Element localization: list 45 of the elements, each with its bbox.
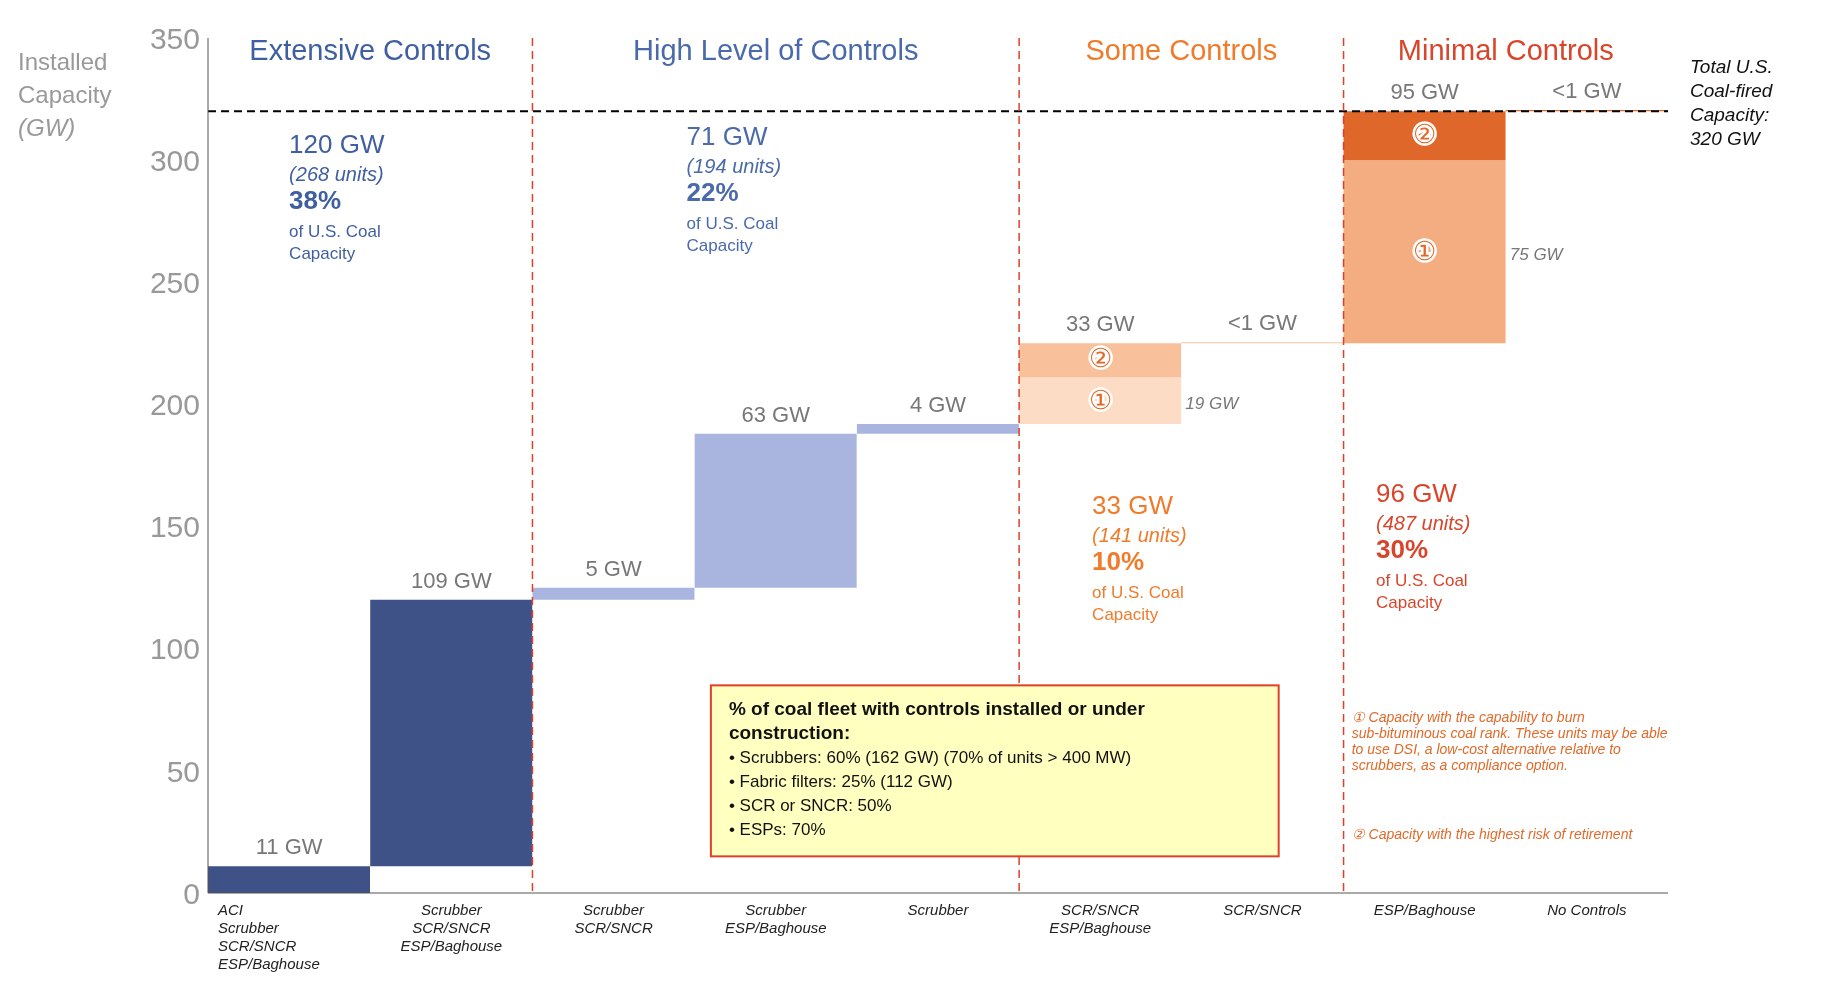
annotation: 19 GW	[1185, 393, 1241, 413]
annotation: 71 GW (194 units) 22% of U.S. Coal Capacity	[686, 121, 782, 256]
x-tick-label: Scrubber SCR/SNCR	[574, 901, 653, 936]
total-label: 11 GW	[255, 834, 323, 860]
x-tick-label: Scrubber SCR/SNCR ESP/Baghouse	[400, 901, 503, 954]
ref-line-label: Total U.S. Coal-fired Capacity: 320 GW	[1690, 56, 1774, 150]
annotation: 75 GW	[1509, 244, 1565, 264]
annotation: 96 GW (487 units) 30% of U.S. Coal Capacity	[1376, 478, 1471, 613]
annotation: ①	[1088, 384, 1112, 415]
y-tick-label: 0	[183, 876, 200, 910]
total-label: 95 GW	[1390, 79, 1460, 105]
total-label: 33 GW	[1065, 311, 1135, 337]
annotation: % of coal fleet with controls installed or under construction: • Scrubbers: 60% (162 GW) (70% of units > 400 MW) • Fabric filters: 25% (112 GW) • SCR or SNCR: 50% • ESPs: 70%	[728, 698, 1146, 840]
total-label: 5 GW	[585, 555, 642, 581]
y-tick-label: 350	[149, 21, 200, 55]
y-tick-label: 300	[149, 143, 200, 177]
total-label: 63 GW	[741, 401, 811, 427]
annotation: 120 GW (268 units) 38% of U.S. Coal Capacity	[289, 128, 385, 263]
annotation: 33 GW (141 units) 10% of U.S. Coal Capacity	[1092, 490, 1187, 625]
annotation: ②	[1413, 118, 1437, 149]
y-tick-label: 150	[149, 510, 200, 544]
annotation: ①	[1413, 235, 1437, 266]
annotation: High Level of Controls	[633, 34, 919, 66]
total-label: <1 GW	[1227, 310, 1298, 336]
annotation: Minimal Controls	[1397, 34, 1614, 66]
x-tick-label: ESP/Baghouse	[1373, 901, 1476, 918]
annotation: Some Controls	[1085, 34, 1278, 66]
annotation: ② Capacity with the highest risk of retirement	[1351, 826, 1634, 843]
x-tick-label: SCR/SNCR ESP/Baghouse	[1049, 901, 1152, 936]
x-tick-label: Scrubber ESP/Baghouse	[724, 901, 827, 936]
annotation: ① Capacity with the capability to burn sub-bituminous coal rank. These units may be able to use DSI, a low-cost alternative relative to scrubbers, as a compliance option.	[1351, 709, 1668, 773]
total-label: 109 GW	[410, 567, 492, 593]
x-tick-label: SCR/SNCR	[1223, 901, 1302, 918]
x-tick-label: ACI Scrubber SCR/SNCR ESP/Baghouse	[217, 901, 320, 972]
y-axis-title: Installed Capacity (GW)	[18, 48, 112, 141]
y-tick-label: 100	[149, 632, 200, 666]
total-label: <1 GW	[1552, 78, 1622, 104]
y-tick-label: 50	[166, 754, 200, 788]
y-tick-label: 200	[149, 388, 200, 422]
y-tick-label: 250	[149, 265, 200, 299]
annotation: Extensive Controls	[249, 34, 492, 66]
x-tick-label: Scrubber	[907, 901, 970, 918]
x-tick-label: No Controls	[1547, 901, 1627, 918]
annotation: ②	[1088, 343, 1112, 374]
total-label: 4 GW	[909, 391, 967, 417]
